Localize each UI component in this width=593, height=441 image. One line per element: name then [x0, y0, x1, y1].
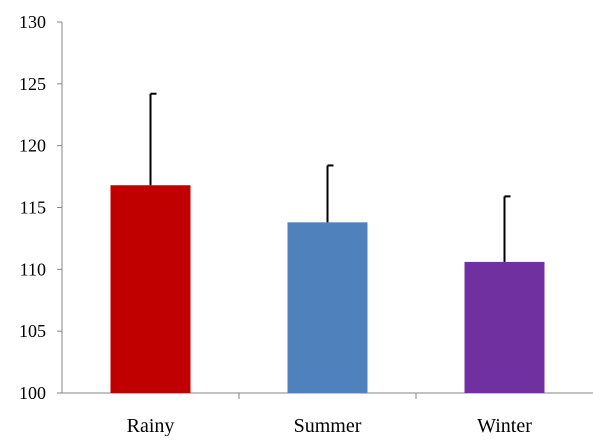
x-category-label: Summer [294, 415, 362, 436]
y-tick-label: 125 [19, 74, 46, 94]
y-tick-label: 130 [19, 12, 46, 32]
y-tick-label: 120 [19, 136, 46, 156]
x-category-label: Rainy [127, 415, 175, 436]
bar-summer [287, 222, 368, 393]
bar-winter [464, 261, 545, 393]
y-tick-label: 115 [20, 198, 46, 218]
x-category-label: Winter [477, 415, 532, 436]
bar-rainy [110, 185, 191, 393]
y-tick-label: 105 [19, 321, 46, 341]
y-tick-label: 110 [20, 259, 46, 279]
y-tick-label: 100 [19, 383, 46, 403]
